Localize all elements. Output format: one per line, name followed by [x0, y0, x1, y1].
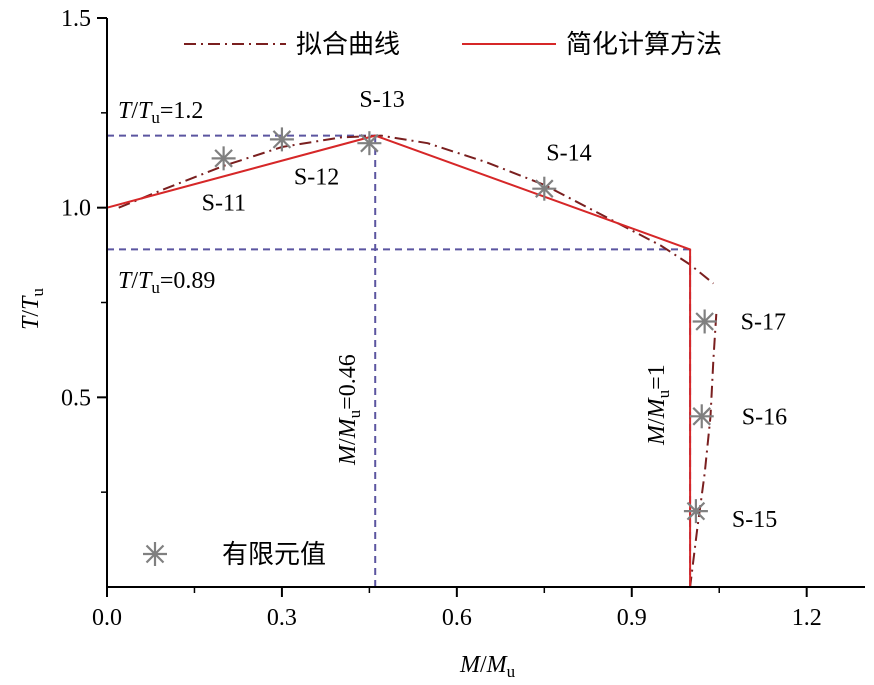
reference-label: T/Tu=0.89	[118, 268, 215, 297]
fe-marker-s-11	[211, 146, 236, 171]
legend-simplified-label: 简化计算方法	[566, 30, 722, 60]
fe-marker-s-17	[692, 309, 717, 334]
reference-label-var2: T	[138, 268, 153, 294]
reference-label-var: T	[118, 98, 133, 124]
reference-label-suffix: =1	[644, 364, 670, 390]
fe-marker-s-14	[532, 176, 557, 201]
y-axis-title-sep: /	[18, 310, 44, 317]
point-label: S-11	[202, 190, 246, 216]
legend-fe-label: 有限元值	[222, 540, 326, 570]
reference-label-var2: T	[138, 98, 153, 124]
legend-fitted-label: 拟合曲线	[296, 30, 400, 60]
reference-label-sep: /	[335, 438, 361, 445]
point-label: S-13	[359, 87, 404, 113]
y-tick-label: 0.5	[61, 385, 91, 411]
x-axis-title: M/Mu	[459, 652, 516, 681]
reference-label-suffix: =0.89	[160, 268, 216, 294]
x-tick-label: 0.0	[92, 605, 122, 631]
x-axis-title-var2: M	[486, 652, 509, 678]
reference-label-sub: u	[151, 108, 160, 127]
reference-label-sub: u	[654, 389, 673, 398]
y-axis-title: T/Tu	[18, 288, 47, 330]
y-tick-label: 1.0	[61, 196, 91, 222]
series-layer	[106, 134, 718, 588]
reference-label-sep: /	[131, 98, 138, 124]
fitted-curve-line	[689, 313, 718, 588]
reference-label: M/Mu=0.46	[335, 354, 364, 466]
fe-marker-s-12	[269, 127, 294, 152]
point-label: S-16	[742, 404, 787, 430]
point-label: S-17	[741, 309, 786, 335]
fitted-curve-line	[118, 134, 715, 285]
reference-label-var2: M	[644, 396, 670, 419]
y-tick-label: 1.5	[61, 6, 91, 32]
point-label: S-14	[546, 141, 591, 167]
x-axis-title-var: M	[459, 652, 482, 678]
x-tick-label: 1.2	[792, 605, 822, 631]
reference-label: M/Mu=1	[644, 364, 673, 446]
reference-label-sep: /	[644, 418, 670, 425]
axes: 0.0 0.3 0.6 0.9 1.20.51.01.5M/MuT/Tu	[18, 6, 865, 681]
fe-marker-s-15	[683, 499, 708, 524]
y-axis-title-var: T	[18, 315, 44, 330]
reference-label-var: M	[335, 443, 361, 466]
legend-fe-marker	[143, 542, 167, 566]
reference-label-suffix: =0.46	[335, 354, 361, 410]
x-tick-label: 0.3	[267, 605, 297, 631]
reference-label-var: M	[644, 423, 670, 446]
reference-label-suffix: =1.2	[160, 98, 204, 124]
x-axis-title-sub: u	[507, 662, 516, 681]
fe-markers: S-11 S-12 S-13 S-14 S-15 S-16 S-17	[202, 87, 787, 533]
reference-lines: T/Tu=1.2T/Tu=0.89M/Mu=0.46M/Mu=1	[107, 98, 692, 587]
simplified-method-line	[106, 134, 692, 587]
y-axis-title-var2: T	[18, 295, 44, 310]
reference-label-sub: u	[151, 278, 160, 297]
y-axis-title-sub: u	[28, 288, 47, 297]
x-axis-title-sep: /	[480, 652, 487, 678]
x-tick-label: 0.6	[442, 605, 472, 631]
reference-label-sub: u	[345, 409, 364, 418]
x-tick-label: 0.9	[617, 605, 647, 631]
fe-marker-s-16	[689, 404, 714, 429]
reference-label-var2: M	[335, 416, 361, 439]
reference-label-var: T	[118, 268, 133, 294]
reference-label-sep: /	[131, 268, 138, 294]
point-label: S-15	[732, 507, 777, 533]
reference-label: T/Tu=1.2	[118, 98, 203, 127]
point-label: S-12	[294, 164, 339, 190]
fe-marker-s-13	[357, 131, 382, 156]
